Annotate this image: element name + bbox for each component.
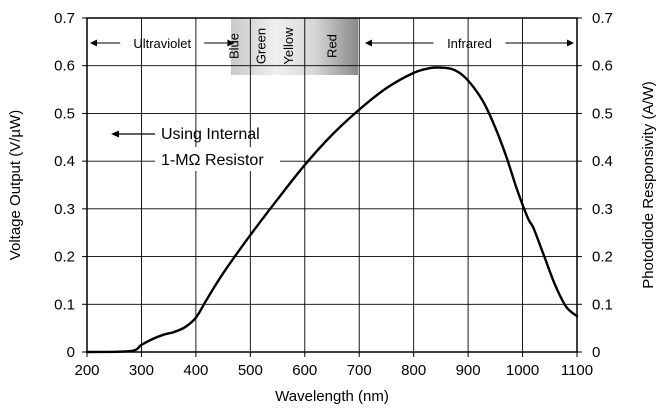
annotation-arrowhead xyxy=(111,130,119,138)
y-tick-label-right: 0.6 xyxy=(592,58,613,75)
infrared-band-arrow-right xyxy=(567,39,574,47)
y-tick-label-right: 0.1 xyxy=(592,296,613,313)
annotation: Using Internal 1-MΩ Resistor xyxy=(111,126,280,171)
y-tick-label-left: 0.2 xyxy=(54,249,75,266)
series-line-0 xyxy=(85,66,579,354)
y-tick-label-left: 0.3 xyxy=(54,201,75,218)
annotation-backdrop xyxy=(155,147,280,171)
grid xyxy=(87,18,577,352)
x-tick-label: 1100 xyxy=(561,362,593,379)
y-tick-label-left: 0.4 xyxy=(54,153,75,170)
ultraviolet-band-label: Ultraviolet xyxy=(133,36,191,51)
infrared-band-arrow-left xyxy=(364,39,372,47)
annotation-line-1: Using Internal xyxy=(161,126,260,143)
spectrum-label-blue: Blue xyxy=(227,33,242,59)
spectrum-labels: Blue Green Yellow Red xyxy=(227,27,340,65)
x-axis-title: Wavelength (nm) xyxy=(275,388,389,405)
y-tick-label-left: 0 xyxy=(67,344,75,361)
y-tick-label-right: 0.3 xyxy=(592,201,613,218)
spectrum-label-green: Green xyxy=(254,28,269,64)
y-axis-title-left: Voltage Output (V/µW) xyxy=(7,110,24,260)
spectrum-label-yellow: Yellow xyxy=(281,27,296,65)
x-tick-label: 400 xyxy=(183,362,208,379)
plot-frame xyxy=(86,17,578,353)
x-tick-label: 600 xyxy=(292,362,317,379)
y-tick-label-left: 0.1 xyxy=(54,296,75,313)
series-layer xyxy=(85,66,579,354)
infrared-band-label: Infrared xyxy=(447,36,492,51)
y-tick-label-right: 0.4 xyxy=(592,153,613,170)
y-tick-label-left: 0.5 xyxy=(54,105,75,122)
x-tick-label: 1000 xyxy=(506,362,539,379)
x-tick-label: 900 xyxy=(456,362,481,379)
x-tick-label: 500 xyxy=(238,362,263,379)
y-tick-label-right: 0 xyxy=(592,344,600,361)
annotation-line-2: 1-MΩ Resistor xyxy=(161,152,264,169)
y-tick-label-left: 0.7 xyxy=(54,10,75,27)
y-tick-label-left: 0.6 xyxy=(54,58,75,75)
y-tick-label-right: 0.2 xyxy=(592,249,613,266)
wavelength-bands: Ultraviolet Infrared xyxy=(90,36,574,51)
spectrum-label-red: Red xyxy=(325,34,340,58)
x-tick-label: 700 xyxy=(347,362,372,379)
x-tick-label: 300 xyxy=(129,362,154,379)
x-tick-label: 800 xyxy=(401,362,426,379)
ultraviolet-band-arrow-left xyxy=(90,39,97,47)
ultraviolet-band-arrow-right xyxy=(227,39,235,47)
y-tick-label-right: 0.7 xyxy=(592,10,613,27)
x-tick-label: 200 xyxy=(74,362,99,379)
y-tick-label-right: 0.5 xyxy=(592,105,613,122)
y-axis-title-right: Photodiode Responsivity (A/W) xyxy=(640,81,657,289)
